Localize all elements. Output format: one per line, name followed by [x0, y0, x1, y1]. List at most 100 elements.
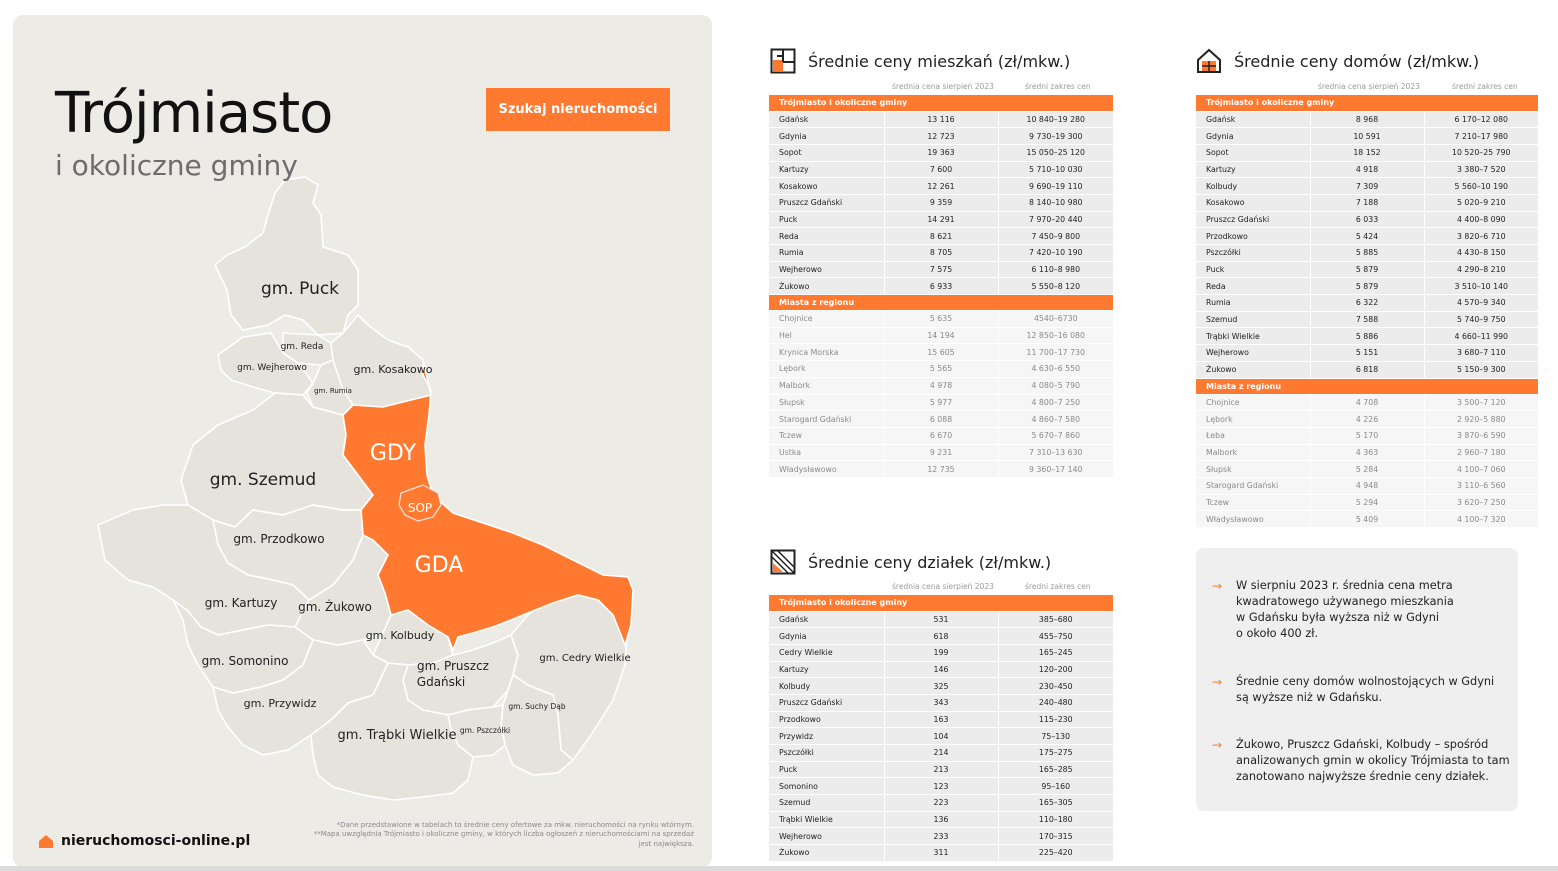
- cell-name: Rumia: [1196, 294, 1310, 312]
- cell-name: Wejherowo: [769, 827, 884, 846]
- cell-price-range: 4 430–8 150: [1423, 244, 1539, 262]
- table-row: Pszczółki 5 885 4 430–8 150: [1196, 244, 1539, 262]
- cell-price-range: 240–480: [997, 694, 1114, 712]
- cell-price-range: 4 100–7 320: [1423, 510, 1539, 528]
- region-gdy-gda: [342, 359, 634, 653]
- table-row: Przodkowo 163 115–230: [769, 711, 1114, 729]
- cell-price-range: 6 110–8 980: [997, 261, 1114, 279]
- footnote: *Dane przedstawione w tabelach to średni…: [304, 821, 694, 849]
- label-suchy-dab: gm. Suchy Dąb: [508, 702, 565, 711]
- arrow-right-icon: →: [1212, 675, 1223, 689]
- group-label: Trójmiasto i okoliczne gminy: [769, 595, 1114, 612]
- region-trabki: [310, 662, 474, 801]
- cell-avg-price: 7 588: [1309, 311, 1424, 329]
- cell-avg-price: 6 033: [1309, 211, 1424, 229]
- table-row: Starogard Gdański 6 088 4 860–7 580: [769, 410, 1114, 428]
- footnote-2: **Mapa uwzględnia Trójmiasto i okoliczne…: [313, 830, 694, 848]
- cell-avg-price: 5 977: [883, 394, 998, 412]
- cell-price-range: 9 360–17 140: [997, 460, 1114, 478]
- search-properties-button[interactable]: Szukaj nieruchomości: [486, 88, 670, 131]
- cell-price-range: 120–200: [997, 661, 1114, 679]
- cell-name: Szemud: [769, 794, 884, 812]
- cell-name: Łeba: [1196, 427, 1310, 445]
- cell-price-range: 9 690–19 110: [997, 177, 1114, 195]
- label-sop: SOP: [408, 501, 432, 515]
- table-row: Przywidz 104 75–130: [769, 727, 1114, 745]
- cell-price-range: 385–680: [997, 611, 1114, 629]
- cell-price-range: 10 520–25 790: [1423, 144, 1539, 162]
- cell-price-range: 12 850–16 080: [997, 327, 1114, 345]
- footnote-1: *Dane przedstawione w tabelach to średni…: [336, 821, 694, 829]
- group-label: Trójmiasto i okoliczne gminy: [769, 95, 1114, 112]
- cell-name: Władysławowo: [1196, 510, 1310, 528]
- cell-name: Starogard Gdański: [1196, 477, 1310, 495]
- table-group-header: Trójmiasto i okoliczne gminy: [769, 95, 1114, 112]
- table-row: Kosakowo 7 188 5 020–9 210: [1196, 194, 1539, 212]
- cell-avg-price: 9 359: [883, 194, 998, 212]
- apartments-title: Średnie ceny mieszkań (zł/mkw.): [808, 51, 1071, 71]
- cell-avg-price: 4 363: [1309, 444, 1424, 462]
- table-row: Trąbki Wielkie 5 886 4 660–11 990: [1196, 327, 1539, 346]
- cell-name: Kosakowo: [1196, 194, 1310, 212]
- cell-name: Chojnice: [1196, 394, 1310, 412]
- cell-price-range: 7 310–13 630: [997, 444, 1114, 462]
- apartments-table: Trójmiasto i okoliczne gminy Gdańsk 13 116…: [769, 95, 1114, 478]
- cell-avg-price: 311: [883, 844, 998, 862]
- table-row: Sopot 19 363 15 050–25 120: [769, 144, 1114, 162]
- home-icon: [39, 834, 53, 848]
- table-row: Wejherowo 233 170–315: [769, 827, 1114, 846]
- cell-price-range: 3 510–10 140: [1423, 277, 1539, 296]
- table-row: Pszczółki 214 175–275: [769, 744, 1114, 762]
- table-row: Kosakowo 12 261 9 690–19 110: [769, 177, 1114, 195]
- label-cedry: gm. Cedry Wielkie: [539, 653, 630, 664]
- cell-avg-price: 104: [883, 727, 998, 745]
- cell-avg-price: 12 723: [883, 127, 998, 145]
- brand-logo[interactable]: nieruchomosci-online.pl: [38, 833, 250, 849]
- cell-name: Wejherowo: [769, 261, 884, 279]
- cell-name: Reda: [1196, 277, 1310, 296]
- cell-price-range: 4 080–5 790: [997, 377, 1114, 395]
- cell-avg-price: 214: [883, 744, 998, 762]
- cell-avg-price: 7 309: [1309, 177, 1424, 195]
- cell-name: Żukowo: [1196, 361, 1310, 379]
- table-row: Żukowo 311 225–420: [769, 844, 1114, 862]
- table-row: Krynica Morska 15 605 11 700–17 730: [769, 343, 1114, 362]
- table-row: Kartuzy 146 120–200: [769, 661, 1114, 679]
- houses-col-range: średni zakres cen: [1452, 82, 1518, 91]
- cell-avg-price: 5 424: [1309, 227, 1424, 245]
- table-row: Lębork 4 226 2 920–5 880: [1196, 410, 1539, 428]
- cell-price-range: 95–160: [997, 777, 1114, 796]
- apartments-col-range: średni zakres cen: [1025, 82, 1091, 91]
- cell-name: Malbork: [769, 377, 884, 395]
- cell-name: Puck: [769, 761, 884, 779]
- cell-price-range: 15 050–25 120: [997, 144, 1114, 162]
- cell-avg-price: 14 194: [883, 327, 998, 345]
- cell-price-range: 10 840–19 280: [997, 111, 1114, 129]
- cell-avg-price: 19 363: [883, 144, 998, 162]
- table-row: Przodkowo 5 424 3 820–6 710: [1196, 227, 1539, 245]
- cell-name: Lębork: [769, 360, 884, 378]
- arrow-right-icon: →: [1212, 579, 1223, 593]
- cell-price-range: 110–180: [997, 811, 1114, 829]
- label-kosakowo: gm. Kosakowo: [354, 363, 433, 376]
- table-group-header: Trójmiasto i okoliczne gminy: [769, 595, 1114, 612]
- table-row: Somonino 123 95–160: [769, 777, 1114, 796]
- cell-name: Gdynia: [1196, 127, 1310, 145]
- cell-price-range: 165–305: [997, 794, 1114, 812]
- apartments-header: Średnie ceny mieszkań (zł/mkw.): [770, 48, 1070, 74]
- plots-title: Średnie ceny działek (zł/mkw.): [808, 552, 1052, 572]
- insight-text: Żukowo, Pruszcz Gdański, Kolbudy – spośr…: [1236, 738, 1510, 783]
- plots-col-price: średnia cena sierpień 2023: [892, 582, 994, 591]
- cell-name: Trąbki Wielkie: [1196, 327, 1310, 346]
- table-row: Puck 5 879 4 290–8 210: [1196, 261, 1539, 279]
- cell-price-range: 4 290–8 210: [1423, 261, 1539, 279]
- region-puck: [214, 176, 359, 336]
- table-row: Chojnice 5 635 4540–6730: [769, 310, 1114, 328]
- cell-avg-price: 5 879: [1309, 261, 1424, 279]
- cell-name: Puck: [1196, 261, 1310, 279]
- floorplan-icon: [770, 48, 796, 74]
- cell-name: Gdańsk: [1196, 111, 1310, 129]
- cell-price-range: 4540–6730: [997, 310, 1114, 328]
- cell-avg-price: 7 600: [883, 161, 998, 179]
- label-somonino: gm. Somonino: [202, 654, 289, 668]
